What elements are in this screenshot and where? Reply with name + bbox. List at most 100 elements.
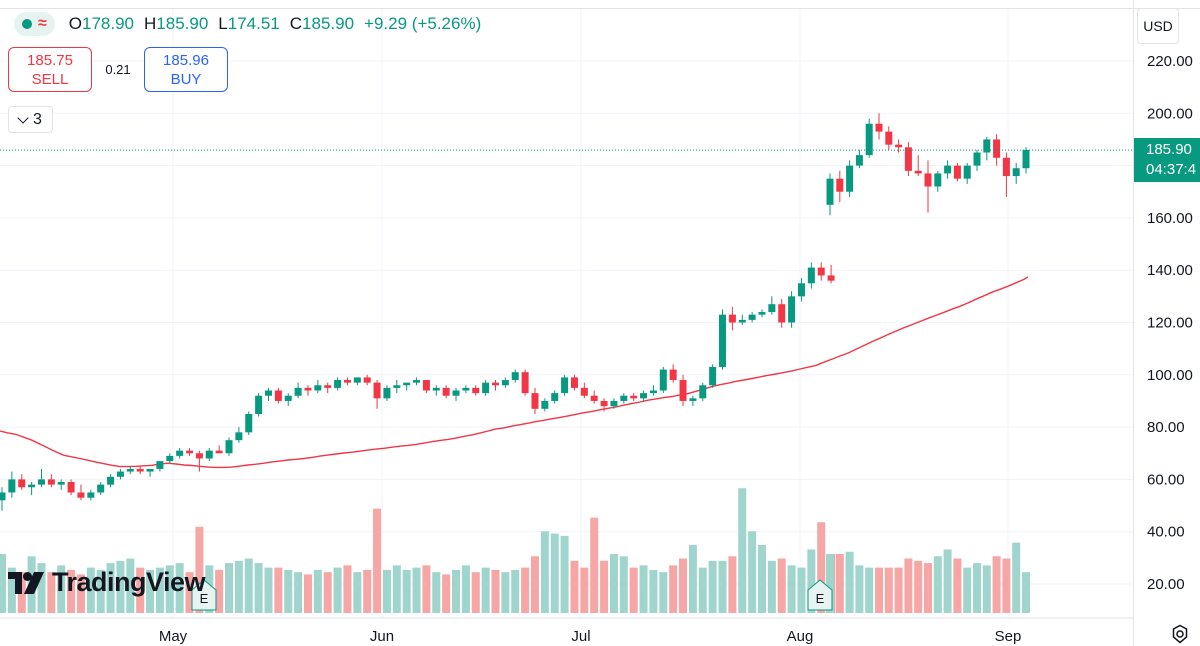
- volume-bar: [165, 565, 174, 613]
- volume-bar: [67, 569, 76, 613]
- volume-bar: [382, 569, 391, 613]
- candle-body: [235, 432, 243, 441]
- candle-body: [914, 170, 922, 174]
- earnings-marker-label: E: [816, 591, 825, 606]
- volume-bar: [982, 565, 991, 613]
- volume-bar: [580, 567, 589, 613]
- tradingview-logo: TradingView: [8, 567, 206, 598]
- y-axis-tick-label: 120.00: [1147, 315, 1193, 332]
- volume-bar: [904, 558, 913, 613]
- candle-body: [97, 484, 105, 493]
- low-label: L: [218, 14, 228, 33]
- volume-bar: [728, 556, 737, 613]
- moving-average-line: [0, 276, 1029, 469]
- volume-bar: [570, 560, 579, 613]
- x-axis-tick-label: Sep: [995, 628, 1022, 645]
- volume-bar: [669, 565, 678, 613]
- bar-countdown: 04:37:4: [1146, 161, 1197, 178]
- x-axis-tick-label: May: [159, 628, 188, 645]
- candle-body: [37, 479, 45, 485]
- volume-bar: [1012, 542, 1021, 613]
- candle-body: [1022, 149, 1030, 169]
- volume-bar: [933, 556, 942, 613]
- volume-bar: [511, 569, 520, 613]
- candle-body: [77, 492, 85, 498]
- volume-bar: [96, 569, 105, 613]
- candle-body: [166, 455, 174, 462]
- logo-text: TradingView: [52, 567, 206, 597]
- spread-value: 0.21: [105, 62, 131, 77]
- candle-body: [284, 395, 292, 401]
- candle-body: [18, 479, 26, 488]
- y-axis-tick-label: 100.00: [1147, 367, 1193, 384]
- volume-bar: [894, 567, 903, 613]
- candle-body: [836, 178, 844, 192]
- candle-body: [255, 395, 263, 415]
- y-axis-tick-label: 60.00: [1147, 471, 1185, 488]
- volume-bar: [284, 569, 293, 613]
- y-axis-tick-label: 80.00: [1147, 419, 1185, 436]
- price-axis-separator: [1133, 0, 1134, 646]
- candle-body: [353, 377, 361, 383]
- candle-body: [561, 377, 569, 394]
- volume-bar: [76, 574, 85, 613]
- candle-body: [304, 387, 312, 391]
- currency-button[interactable]: USD: [1137, 8, 1179, 44]
- volume-bar: [452, 569, 461, 613]
- candle-body: [116, 471, 124, 477]
- x-axis-tick-label: Jul: [571, 628, 590, 645]
- high-value: 185.90: [156, 14, 209, 33]
- volume-bar: [865, 567, 874, 613]
- volume-bar: [884, 567, 893, 613]
- gear-icon[interactable]: [1170, 624, 1190, 644]
- candle-body: [827, 275, 835, 281]
- candle-body: [264, 390, 272, 396]
- volume-bar: [590, 517, 599, 613]
- volume-bar: [126, 558, 135, 613]
- legend-status-pill[interactable]: ≈: [14, 12, 55, 36]
- volume-bar: [600, 560, 609, 613]
- candle-body: [758, 312, 766, 315]
- buy-button[interactable]: 185.96 BUY: [144, 47, 228, 92]
- candle-body: [403, 382, 411, 386]
- y-axis-tick-label: 20.00: [1147, 576, 1185, 593]
- candle-body: [944, 165, 952, 174]
- high-label: H: [144, 14, 157, 33]
- indicators-toggle-button[interactable]: 3: [8, 106, 53, 133]
- volume-bar: [992, 556, 1001, 613]
- volume-bar: [807, 549, 816, 613]
- open-value: 178.90: [82, 14, 135, 33]
- volume-bar: [649, 569, 658, 613]
- candle-body: [28, 484, 36, 488]
- volume-bar: [609, 554, 618, 613]
- change-value: +9.29 (+5.26%): [364, 14, 482, 33]
- volume-bar: [659, 572, 668, 613]
- candle-body: [195, 453, 203, 459]
- volume-bar: [313, 569, 322, 613]
- volume-bar: [244, 558, 253, 613]
- candle-body: [973, 152, 981, 166]
- volume-bar: [530, 556, 539, 613]
- candle-body: [551, 393, 559, 401]
- sell-button[interactable]: 185.75 SELL: [8, 47, 92, 92]
- candle-body: [580, 387, 588, 396]
- volume-bar: [225, 563, 234, 613]
- candle-body: [778, 304, 786, 323]
- candle-body: [472, 387, 480, 394]
- volume-bar: [303, 574, 312, 613]
- volume-bar: [757, 544, 766, 613]
- candle-body: [324, 385, 332, 388]
- candle-body: [334, 380, 342, 388]
- volume-bar: [521, 567, 530, 613]
- candle-body: [699, 385, 707, 399]
- candle-body: [383, 387, 391, 399]
- chart-top-border: [0, 8, 1200, 9]
- candle-body: [511, 372, 519, 381]
- candle-body: [442, 387, 450, 396]
- trade-panel: 185.75 SELL 0.21 185.96 BUY: [8, 47, 228, 92]
- y-axis-tick-label: 220.00: [1147, 53, 1193, 70]
- volume-bar: [274, 567, 283, 613]
- candle-body: [205, 450, 213, 459]
- earnings-marker-label: E: [200, 591, 209, 606]
